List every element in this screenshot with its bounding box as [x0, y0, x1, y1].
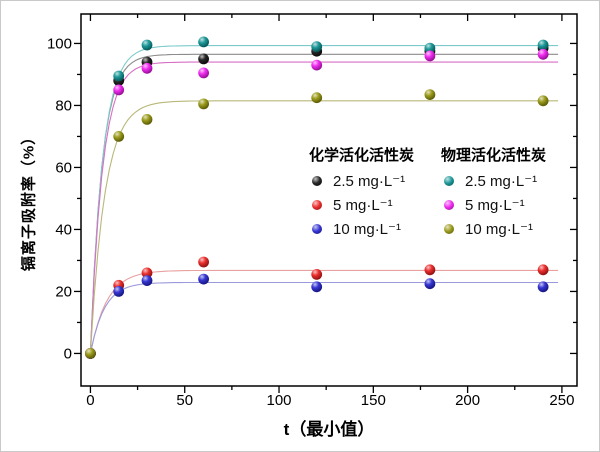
- x-tick-label: 100: [267, 392, 292, 409]
- legend: 化学活化活性炭 2.5 mg·L⁻¹ 5 mg·L⁻¹ 10 mg·L⁻¹ 物理…: [307, 147, 553, 241]
- legend-group-physical: 物理活化活性炭 2.5 mg·L⁻¹ 5 mg·L⁻¹ 10 mg·L⁻¹: [439, 147, 553, 241]
- x-tick-label: 0: [86, 392, 94, 409]
- data-point: [537, 264, 549, 276]
- data-point: [311, 59, 323, 71]
- data-point: [424, 278, 436, 290]
- series-marker-icon: [312, 176, 322, 186]
- data-point: [198, 273, 210, 285]
- legend-item: 10 mg·L⁻¹: [309, 217, 421, 241]
- data-point: [424, 264, 436, 276]
- x-tick-label: 200: [455, 392, 480, 409]
- data-point: [113, 84, 125, 96]
- legend-group-title: 化学活化活性炭: [309, 147, 415, 164]
- legend-group-title: 物理活化活性炭: [441, 147, 547, 164]
- fit-line-4: [89, 61, 559, 354]
- data-point: [311, 281, 323, 293]
- data-point: [537, 95, 549, 107]
- data-point: [85, 348, 96, 359]
- legend-item: 10 mg·L⁻¹: [441, 217, 553, 241]
- series-marker-icon: [444, 200, 454, 210]
- legend-item-label: 2.5 mg·L⁻¹: [333, 173, 406, 190]
- legend-item-label: 5 mg·L⁻¹: [333, 197, 393, 214]
- data-point: [537, 281, 549, 293]
- y-tick-label: 100: [47, 35, 72, 52]
- plot-border: [80, 13, 578, 387]
- data-point: [198, 53, 210, 65]
- legend-item-label: 10 mg·L⁻¹: [333, 221, 401, 238]
- data-point: [198, 98, 210, 110]
- data-point: [311, 41, 323, 52]
- data-point: [113, 131, 125, 142]
- x-axis-title: t（最小值）: [283, 420, 375, 439]
- x-tick-label: 50: [176, 392, 193, 409]
- data-point: [141, 267, 153, 279]
- data-point: [198, 67, 210, 79]
- data-point: [537, 39, 549, 51]
- y-tick-label: 0: [64, 345, 72, 362]
- legend-item-label: 10 mg·L⁻¹: [465, 221, 533, 238]
- y-axis-title: 镉离子吸附率（%）: [20, 128, 38, 272]
- fit-line-3: [89, 45, 559, 354]
- data-point: [311, 269, 323, 280]
- data-point: [198, 36, 210, 48]
- data-point: [537, 48, 549, 60]
- data-point: [198, 256, 210, 268]
- x-tick-label: 250: [549, 392, 574, 409]
- series-marker-icon: [312, 224, 322, 234]
- y-tick-label: 60: [55, 159, 72, 176]
- fit-line-5: [89, 100, 559, 354]
- legend-item: 5 mg·L⁻¹: [309, 193, 421, 217]
- data-point: [424, 89, 436, 100]
- fit-line-1: [89, 269, 559, 354]
- data-point: [311, 92, 323, 104]
- y-tick-label: 80: [55, 97, 72, 114]
- legend-item: 2.5 mg·L⁻¹: [441, 169, 553, 193]
- data-point: [141, 62, 153, 74]
- series-marker-icon: [312, 200, 322, 210]
- y-tick-label: 40: [55, 221, 72, 238]
- legend-item-label: 5 mg·L⁻¹: [465, 197, 525, 214]
- data-point: [141, 114, 153, 125]
- data-point: [141, 39, 153, 51]
- data-point: [113, 70, 125, 82]
- x-tick-label: 150: [361, 392, 386, 409]
- legend-item: 5 mg·L⁻¹: [441, 193, 553, 217]
- data-point: [424, 50, 436, 62]
- y-tick-label: 20: [55, 283, 72, 300]
- fit-line-2: [89, 281, 559, 354]
- data-point: [113, 286, 125, 297]
- legend-item: 2.5 mg·L⁻¹: [309, 169, 421, 193]
- series-marker-icon: [444, 176, 454, 186]
- fit-line-0: [89, 53, 559, 354]
- series-marker-icon: [444, 224, 454, 234]
- legend-item-label: 2.5 mg·L⁻¹: [465, 173, 538, 190]
- legend-group-chemical: 化学活化活性炭 2.5 mg·L⁻¹ 5 mg·L⁻¹ 10 mg·L⁻¹: [307, 147, 421, 241]
- data-point: [141, 275, 153, 286]
- data-point: [424, 42, 436, 54]
